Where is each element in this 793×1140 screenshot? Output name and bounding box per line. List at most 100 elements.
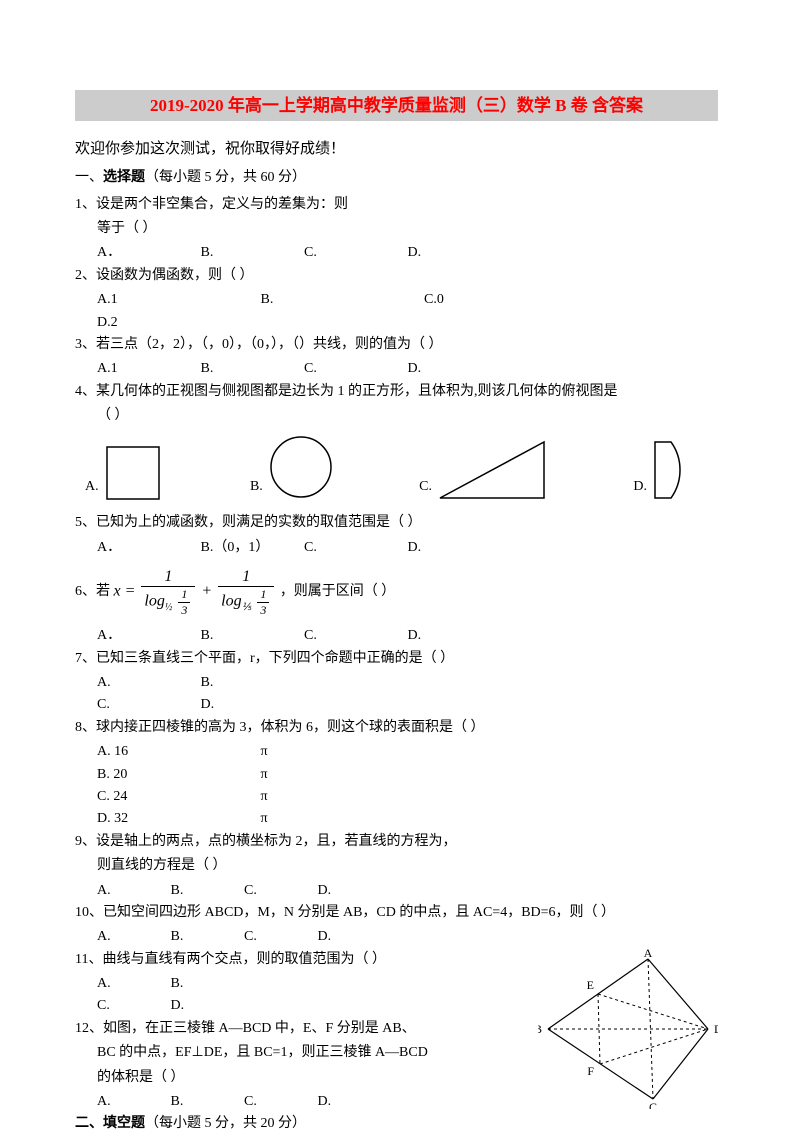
- q6-opt-a: A．: [97, 625, 197, 647]
- q10-opt-d: D.: [318, 926, 388, 948]
- q12-opt-b: B.: [171, 1091, 241, 1113]
- q4-shape-a: A.: [85, 445, 165, 500]
- section-2-header: 二、填空题（每小题 5 分，共 20 分）: [75, 1113, 528, 1135]
- pyramid-figure: A B D C E F: [538, 949, 718, 1117]
- q2: 2、设函数为偶函数，则（ ）: [75, 265, 718, 287]
- q8: 8、球内接正四棱锥的高为 3，体积为 6，则这个球的表面积是（ ）: [75, 717, 718, 739]
- triangle-icon: [438, 440, 548, 500]
- q6-post: ，则属于区间（ ）: [280, 584, 396, 599]
- section-1-prefix: 一、: [75, 170, 103, 185]
- q4-line1: 4、某几何体的正视图与侧视图都是边长为 1 的正方形，且体积为,则该几何体的俯视…: [75, 381, 718, 403]
- q11-opt-b: B.: [171, 973, 241, 995]
- q1-opt-c: C.: [304, 242, 404, 264]
- q4-shapes-row: A. B. C. D.: [75, 429, 718, 508]
- q3-opt-d: D.: [408, 358, 508, 380]
- q4-label-c: C.: [419, 476, 432, 498]
- section-2-title: 二、填空题: [75, 1116, 145, 1131]
- q3-options: A.1 B. C. D.: [75, 358, 718, 380]
- q6-formula: x = 1 log½ 13 + 1 log⅕ 13: [114, 567, 277, 617]
- q11-opt-d: D.: [171, 995, 241, 1017]
- q1-opt-d: D.: [408, 242, 508, 264]
- q12-line3: 的体积是（ ）: [75, 1067, 528, 1089]
- q6-options: A． B. C. D.: [75, 625, 718, 647]
- q8-opt-a: A. 16 π: [97, 741, 421, 763]
- q4-shape-d: D.: [633, 440, 708, 500]
- q9-opt-a: A.: [97, 880, 167, 902]
- q6-opt-b: B.: [201, 625, 301, 647]
- circle-icon: [269, 435, 334, 500]
- q4-shape-c: C.: [419, 440, 548, 500]
- welcome-text: 欢迎你参加这次测试，祝你取得好成绩！: [75, 137, 718, 161]
- section-1-header: 一、选择题（每小题 5 分，共 60 分）: [75, 167, 718, 189]
- page-title: 2019-2020 年高一上学期高中教学质量监测（三）数学 B 卷 含答案: [75, 90, 718, 121]
- q12-line1: 12、如图，在正三棱锥 A—BCD 中，E、F 分别是 AB、: [75, 1018, 528, 1040]
- q1-opt-b: B.: [201, 242, 301, 264]
- q12-opt-a: A.: [97, 1091, 167, 1113]
- q7-options-row2: C. D.: [75, 694, 718, 716]
- section-1-title: 选择题: [103, 170, 145, 185]
- q4-label-a: A.: [85, 476, 99, 498]
- q5: 5、已知为上的减函数，则满足的实数的取值范围是（ ）: [75, 512, 718, 534]
- q11-opt-a: A.: [97, 973, 167, 995]
- q2-opt-d: D.2: [97, 312, 257, 334]
- q11-q12-block: 11、曲线与直线有两个交点，则的取值范围为（ ） A. B. C. D. 12、…: [75, 949, 718, 1140]
- q2-opt-b: B.: [261, 289, 421, 311]
- label-f: F: [587, 1064, 594, 1078]
- q3-opt-a: A.1: [97, 358, 197, 380]
- q9-line1: 9、设是轴上的两点，点的横坐标为 2，且，若直线的方程为，: [75, 831, 718, 853]
- q12-line2: BC 的中点，EF⊥DE，且 BC=1，则正三棱锥 A—BCD: [75, 1042, 528, 1064]
- q6-pre: 6、若: [75, 584, 110, 599]
- q8-opt-d: D. 32 π: [97, 808, 421, 830]
- tetrahedron-icon: A B D C E F: [538, 949, 718, 1109]
- q5-opt-c: C.: [304, 537, 404, 559]
- q1-options: A． B. C. D.: [75, 242, 718, 264]
- q4-shape-b: B.: [250, 435, 334, 500]
- q6-opt-c: C.: [304, 625, 404, 647]
- q11: 11、曲线与直线有两个交点，则的取值范围为（ ）: [75, 949, 528, 971]
- quarter-circle-icon: [653, 440, 708, 500]
- q5-opt-b: B.（0，1）: [201, 537, 301, 559]
- q8-options: A. 16 π B. 20 π C. 24 π D. 32 π: [75, 741, 718, 831]
- q9-opt-b: B.: [171, 880, 241, 902]
- q4-line2: （ ）: [75, 405, 718, 427]
- q10-opt-a: A.: [97, 926, 167, 948]
- q7: 7、已知三条直线三个平面，r，下列四个命题中正确的是（ ）: [75, 648, 718, 670]
- q11-options-row1: A. B.: [75, 973, 528, 995]
- q9-opt-c: C.: [244, 880, 314, 902]
- q10-opt-b: B.: [171, 926, 241, 948]
- q6: 6、若 x = 1 log½ 13 + 1 log⅕ 13 ，则属于区间（ ）: [75, 567, 718, 617]
- q9-opt-d: D.: [318, 880, 388, 902]
- label-b: B: [538, 1022, 542, 1036]
- q4-label-b: B.: [250, 476, 263, 498]
- q12-opt-c: C.: [244, 1091, 314, 1113]
- square-icon: [105, 445, 165, 500]
- q6-opt-d: D.: [408, 625, 508, 647]
- section-2-tail: （每小题 5 分，共 20 分）: [145, 1116, 306, 1131]
- q2-opt-c: C.0: [424, 289, 584, 311]
- q6-x-equals: x =: [114, 583, 136, 600]
- q1-line2: 等于（ ）: [75, 218, 718, 240]
- q8-opt-b: B. 20 π: [97, 764, 421, 786]
- label-d: D: [714, 1022, 718, 1036]
- q8-opt-c: C. 24 π: [97, 786, 421, 808]
- q7-opt-b: B.: [201, 672, 301, 694]
- q7-opt-a: A.: [97, 672, 197, 694]
- q2-options: A.1 B. C.0 D.2: [75, 289, 718, 334]
- q7-opt-c: C.: [97, 694, 197, 716]
- q7-options-row1: A. B.: [75, 672, 718, 694]
- q3-opt-b: B.: [201, 358, 301, 380]
- q3: 3、若三点（2，2），（，0），（0，），（）共线，则的值为（ ）: [75, 334, 718, 356]
- q7-opt-d: D.: [201, 694, 301, 716]
- q11-opt-c: C.: [97, 995, 167, 1017]
- q12-opt-d: D.: [318, 1091, 388, 1113]
- q1-opt-a: A．: [97, 242, 197, 264]
- q1-line1: 1、设是两个非空集合，定义与的差集为：则: [75, 194, 718, 216]
- q9-options: A. B. C. D.: [75, 880, 718, 902]
- q5-opt-d: D.: [408, 537, 508, 559]
- q11-options-row2: C. D.: [75, 995, 528, 1017]
- label-c: C: [649, 1100, 657, 1109]
- q5-options: A． B.（0，1） C. D.: [75, 537, 718, 559]
- q5-opt-a: A．: [97, 537, 197, 559]
- q9-line2: 则直线的方程是（ ）: [75, 855, 718, 877]
- q12-options: A. B. C. D.: [75, 1091, 528, 1113]
